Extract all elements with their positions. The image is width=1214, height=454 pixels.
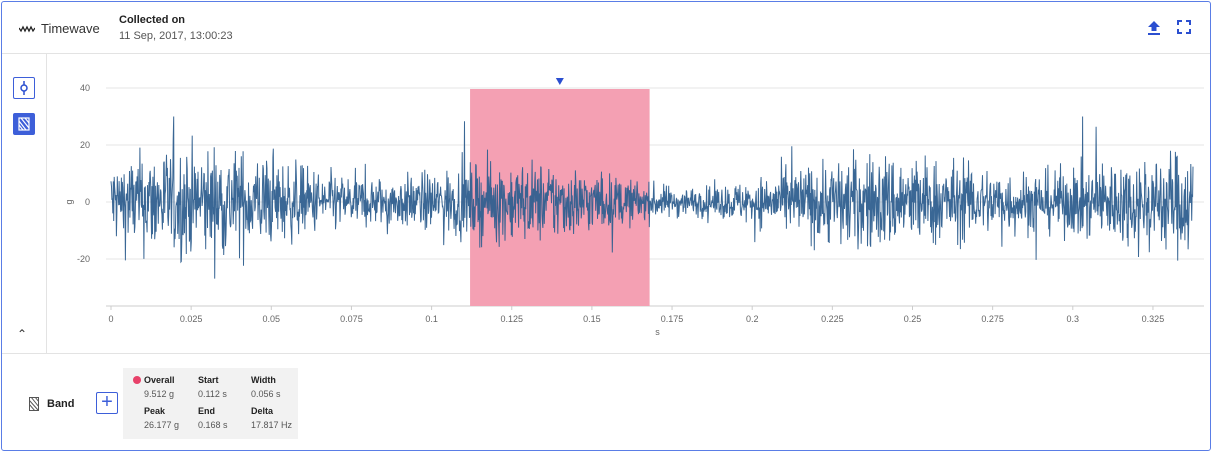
x-tick-label: 0.3 — [1067, 314, 1080, 324]
collected-value: 11 Sep, 2017, 13:00:23 — [119, 30, 233, 42]
add-band-button[interactable]: + — [96, 392, 118, 414]
band-icon — [18, 117, 30, 131]
timewave-chart: 40 20 0 -20 0 0.025 0.05 0.075 0.1 0.125 0.15 0.175… — [64, 78, 1204, 337]
stat-overall: Overall 9.512 g — [133, 375, 175, 399]
x-tick-label: 0 — [108, 314, 113, 324]
x-tick-label: 0.325 — [1142, 314, 1165, 324]
collected-info: Collected on 11 Sep, 2017, 13:00:23 — [119, 14, 233, 42]
band-color-dot — [133, 376, 141, 384]
upload-icon — [1148, 21, 1160, 35]
x-tick-label: 0.075 — [340, 314, 363, 324]
y-tick-label: 20 — [80, 140, 90, 150]
y-tick-label: -20 — [77, 254, 90, 264]
x-tick-label: 0.2 — [746, 314, 759, 324]
cursor-tool-button[interactable] — [13, 77, 35, 99]
x-tick-label: 0.225 — [821, 314, 844, 324]
band-hatch-icon — [29, 397, 39, 411]
x-tick-label: 0.175 — [661, 314, 684, 324]
tool-sidebar: ⌃ — [2, 53, 47, 353]
y-axis-label: g — [64, 199, 74, 204]
x-tick-label: 0.25 — [904, 314, 922, 324]
x-tick-label: 0.15 — [583, 314, 601, 324]
x-axis-label: s — [655, 327, 660, 337]
waveform-line — [110, 116, 1194, 279]
x-tick-label: 0.05 — [263, 314, 281, 324]
y-tick-label: 0 — [85, 197, 90, 207]
section-divider — [2, 353, 1210, 354]
export-button[interactable] — [1147, 20, 1163, 36]
fullscreen-button[interactable] — [1177, 20, 1193, 36]
stat-width: Width 0.056 s — [251, 375, 281, 399]
x-tick-label: 0.1 — [425, 314, 438, 324]
header: Timewave Collected on 11 Sep, 2017, 13:0… — [2, 2, 1210, 54]
wave-icon — [19, 25, 35, 32]
cursor-icon — [20, 81, 28, 95]
title-text: Timewave — [41, 21, 100, 36]
x-tick-label: 0.125 — [500, 314, 523, 324]
x-tick-label: 0.025 — [180, 314, 203, 324]
x-tick-label: 0.275 — [981, 314, 1004, 324]
stat-peak: Peak 26.177 g — [144, 406, 180, 430]
fullscreen-icon — [1177, 20, 1191, 34]
y-tick-label: 40 — [80, 83, 90, 93]
band-tool-button[interactable] — [13, 113, 35, 135]
stat-end: End 0.168 s — [198, 406, 228, 430]
band-stats-card: Overall 9.512 g Start 0.112 s Width 0.056 s… — [123, 368, 298, 439]
panel-title: Timewave — [19, 21, 100, 36]
stat-start: Start 0.112 s — [198, 375, 227, 399]
collapse-chevron-icon[interactable]: ⌃ — [17, 327, 28, 341]
band-label: Band — [47, 398, 75, 410]
cursor-marker-icon — [555, 78, 564, 85]
collected-label: Collected on — [119, 14, 186, 26]
stat-delta: Delta 17.817 Hz — [251, 406, 293, 430]
band-section-label: Band — [29, 397, 75, 411]
